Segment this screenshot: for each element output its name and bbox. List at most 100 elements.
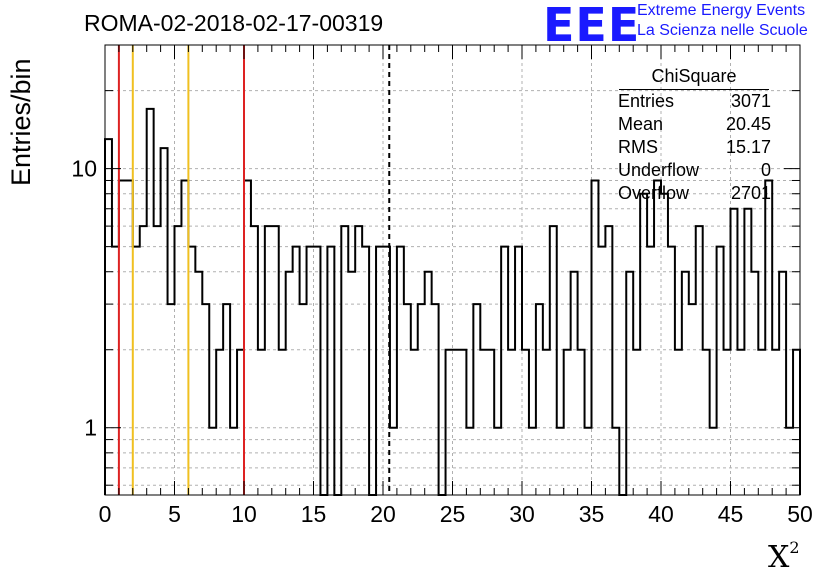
histogram-bin xyxy=(355,226,362,495)
x-tick-label: 20 xyxy=(370,501,396,527)
histogram-bin xyxy=(265,226,272,495)
histogram-bin xyxy=(446,350,453,495)
logo-line-1: Extreme Energy Events xyxy=(637,2,806,19)
histogram-bin xyxy=(508,350,515,495)
histogram-bin xyxy=(411,350,418,495)
histogram-bin xyxy=(404,304,411,495)
histogram-bin xyxy=(418,304,425,495)
histogram-bin xyxy=(216,350,223,495)
stats-title: ChiSquare xyxy=(619,66,769,90)
histogram-bin xyxy=(133,247,140,495)
histogram-bin xyxy=(112,247,119,495)
chart-title: ROMA-02-2018-02-17-00319 xyxy=(84,10,384,36)
histogram-bin xyxy=(633,350,640,495)
grid-layer xyxy=(105,45,800,495)
histogram-bin xyxy=(543,350,550,495)
x-tick-label: 35 xyxy=(579,501,605,527)
histogram-bin xyxy=(286,272,293,495)
x-tick-label: 10 xyxy=(231,501,257,527)
histogram-bin xyxy=(675,350,682,495)
histogram-bin xyxy=(119,180,126,495)
y-tick-label: 10 xyxy=(71,156,97,182)
stats-row-overflow: Overflow 2701 xyxy=(618,183,771,203)
stats-row-underflow: Underflow 0 xyxy=(618,160,771,180)
histogram-bin xyxy=(168,304,175,495)
histogram-bin xyxy=(279,350,286,495)
histogram-bin xyxy=(571,272,578,495)
y-axis-label: Entries/bin xyxy=(6,58,36,186)
histogram-bin xyxy=(341,226,348,495)
histogram-bin xyxy=(640,194,647,495)
logo-line-2: La Scienza nelle Scuole xyxy=(637,22,808,39)
histogram-bin xyxy=(758,350,765,495)
histogram-bin xyxy=(737,350,744,495)
x-tick-label: 25 xyxy=(440,501,466,527)
histogram-bin xyxy=(327,247,334,495)
histogram-bin xyxy=(605,226,612,495)
histogram-bin xyxy=(126,180,133,495)
histogram-bin xyxy=(751,272,758,495)
histogram-bin xyxy=(779,272,786,495)
histogram-bin xyxy=(647,247,654,495)
histogram-bin xyxy=(362,247,369,495)
histogram-bin xyxy=(258,350,265,495)
y-tick-label: 1 xyxy=(84,415,97,441)
histogram-bin xyxy=(161,148,168,495)
histogram-bin xyxy=(689,304,696,495)
histogram-bin xyxy=(251,226,258,495)
histogram-bin xyxy=(793,350,800,495)
histogram-bin xyxy=(696,226,703,495)
histogram-bin xyxy=(661,194,668,495)
histogram-bin xyxy=(564,350,571,495)
histogram-bin xyxy=(154,226,161,495)
histogram-bin xyxy=(592,180,599,495)
histogram-bin xyxy=(598,247,605,495)
histogram-bin xyxy=(487,350,494,495)
histogram-bin xyxy=(300,304,307,495)
histogram-bin xyxy=(473,304,480,495)
histogram-bin xyxy=(731,209,738,495)
histogram-bin xyxy=(397,247,404,495)
histogram-bin xyxy=(314,247,321,495)
histogram-bin xyxy=(550,226,557,495)
histogram-bin xyxy=(668,247,675,495)
histogram-bin xyxy=(425,272,432,495)
histogram-bin xyxy=(522,350,529,495)
histogram-bin xyxy=(724,350,731,495)
histogram-bin xyxy=(105,139,112,495)
histogram-bin xyxy=(717,247,724,495)
histogram-bin xyxy=(147,109,154,495)
reference-lines-layer xyxy=(117,45,391,495)
eee-logo: EEE xyxy=(543,0,641,52)
histogram-bin xyxy=(307,247,314,495)
x-tick-label: 5 xyxy=(168,501,181,527)
stats-row-mean: Mean 20.45 xyxy=(618,114,771,134)
x-axis-label: X2 xyxy=(768,538,800,575)
histogram-bin xyxy=(453,350,460,495)
axes-layer: 0 5 10 15 20 25 30 35 40 45 50 1 10 xyxy=(71,44,813,527)
stats-box: ChiSquare Entries 3071 Mean 20.45 RMS 15.17… xyxy=(611,66,777,205)
histogram-bin xyxy=(765,180,772,495)
stats-row-entries: Entries 3071 xyxy=(618,91,771,111)
histogram-bin xyxy=(202,304,209,495)
stats-row-rms: RMS 15.17 xyxy=(618,137,771,157)
histogram-bin xyxy=(682,272,689,495)
histogram-bin xyxy=(293,247,300,495)
histogram-bin xyxy=(626,272,633,495)
histogram-bin xyxy=(432,304,439,495)
histogram-bin xyxy=(244,180,251,495)
histogram-bin xyxy=(459,350,466,495)
histogram-bin xyxy=(140,226,147,495)
x-tick-label: 0 xyxy=(99,501,112,527)
histogram-bin xyxy=(195,272,202,495)
histogram-bin xyxy=(348,272,355,495)
histogram-outline xyxy=(104,107,801,496)
x-tick-label: 50 xyxy=(787,501,813,527)
histogram-bin xyxy=(744,209,751,495)
histogram-bin xyxy=(188,247,195,495)
histogram-bin xyxy=(703,350,710,495)
x-tick-label: 45 xyxy=(718,501,744,527)
histogram-bin xyxy=(501,247,508,495)
histogram-layer xyxy=(104,107,801,496)
